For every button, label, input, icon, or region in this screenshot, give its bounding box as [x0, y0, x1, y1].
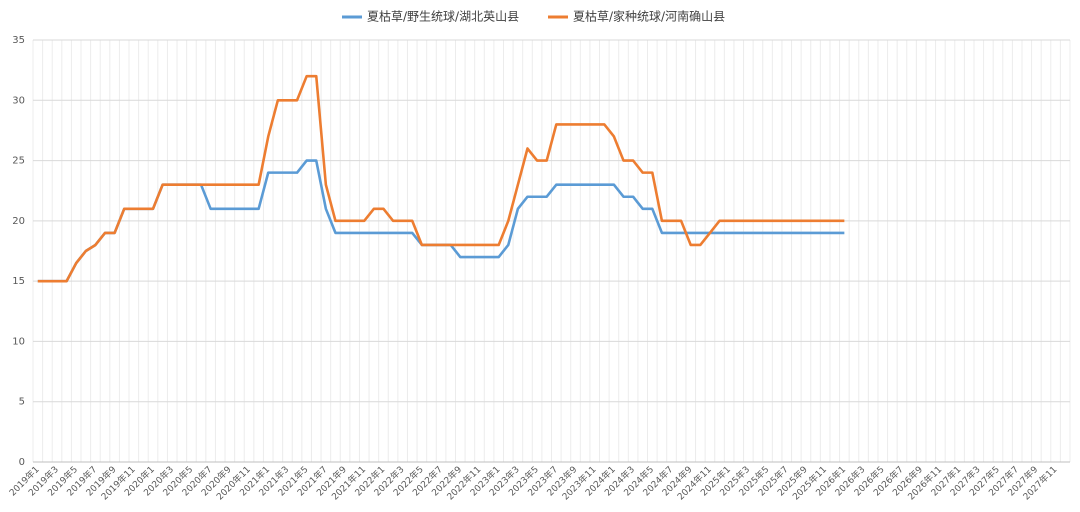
y-tick-label: 25: [12, 156, 25, 167]
y-tick-label: 5: [19, 397, 25, 408]
series-line: [37, 74, 845, 283]
y-tick-label: 30: [12, 95, 25, 106]
y-tick-label: 20: [12, 216, 25, 227]
y-tick-label: 0: [19, 457, 25, 468]
y-tick-label: 10: [12, 336, 25, 347]
y-tick-label: 15: [12, 276, 25, 287]
y-tick-label: 35: [12, 35, 25, 46]
legend-label: 夏枯草/家种统球/河南确山县: [573, 9, 725, 24]
legend-label: 夏枯草/野生统球/湖北英山县: [367, 9, 519, 24]
